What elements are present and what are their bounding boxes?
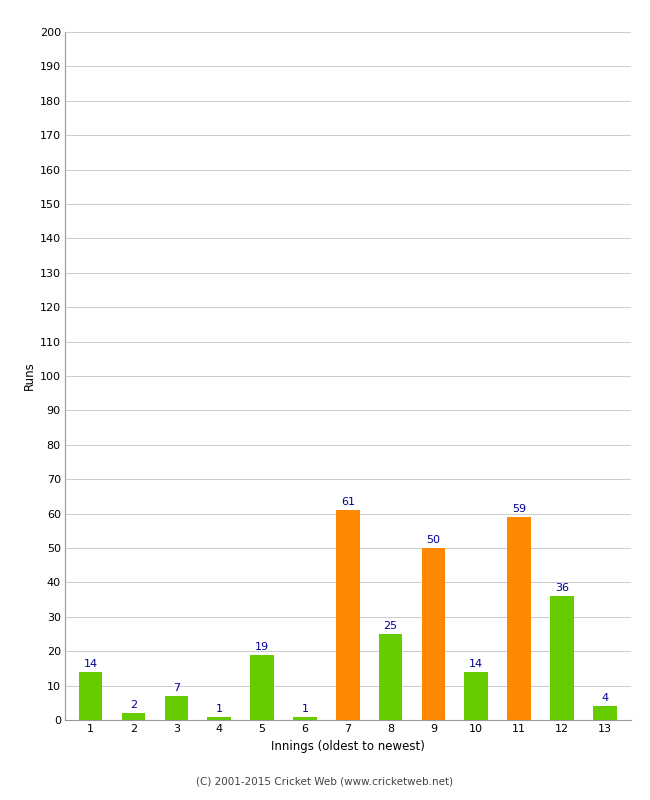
- Bar: [550, 596, 574, 720]
- Text: 50: 50: [426, 535, 441, 546]
- Bar: [336, 510, 359, 720]
- Text: (C) 2001-2015 Cricket Web (www.cricketweb.net): (C) 2001-2015 Cricket Web (www.cricketwe…: [196, 776, 454, 786]
- Bar: [422, 548, 445, 720]
- Bar: [164, 696, 188, 720]
- X-axis label: Innings (oldest to newest): Innings (oldest to newest): [271, 740, 424, 753]
- Text: 61: 61: [341, 498, 355, 507]
- Text: 59: 59: [512, 504, 527, 514]
- Text: 1: 1: [216, 704, 223, 714]
- Text: 7: 7: [173, 683, 180, 693]
- Text: 1: 1: [302, 704, 308, 714]
- Bar: [79, 672, 103, 720]
- Bar: [379, 634, 402, 720]
- Bar: [207, 717, 231, 720]
- Bar: [508, 517, 531, 720]
- Text: 36: 36: [555, 583, 569, 594]
- Bar: [293, 717, 317, 720]
- Text: 25: 25: [384, 622, 398, 631]
- Text: 14: 14: [84, 659, 98, 669]
- Text: 19: 19: [255, 642, 269, 652]
- Text: 2: 2: [130, 700, 137, 710]
- Y-axis label: Runs: Runs: [23, 362, 36, 390]
- Bar: [593, 706, 617, 720]
- Text: 4: 4: [601, 694, 608, 703]
- Bar: [122, 713, 146, 720]
- Bar: [465, 672, 488, 720]
- Bar: [250, 654, 274, 720]
- Text: 14: 14: [469, 659, 484, 669]
